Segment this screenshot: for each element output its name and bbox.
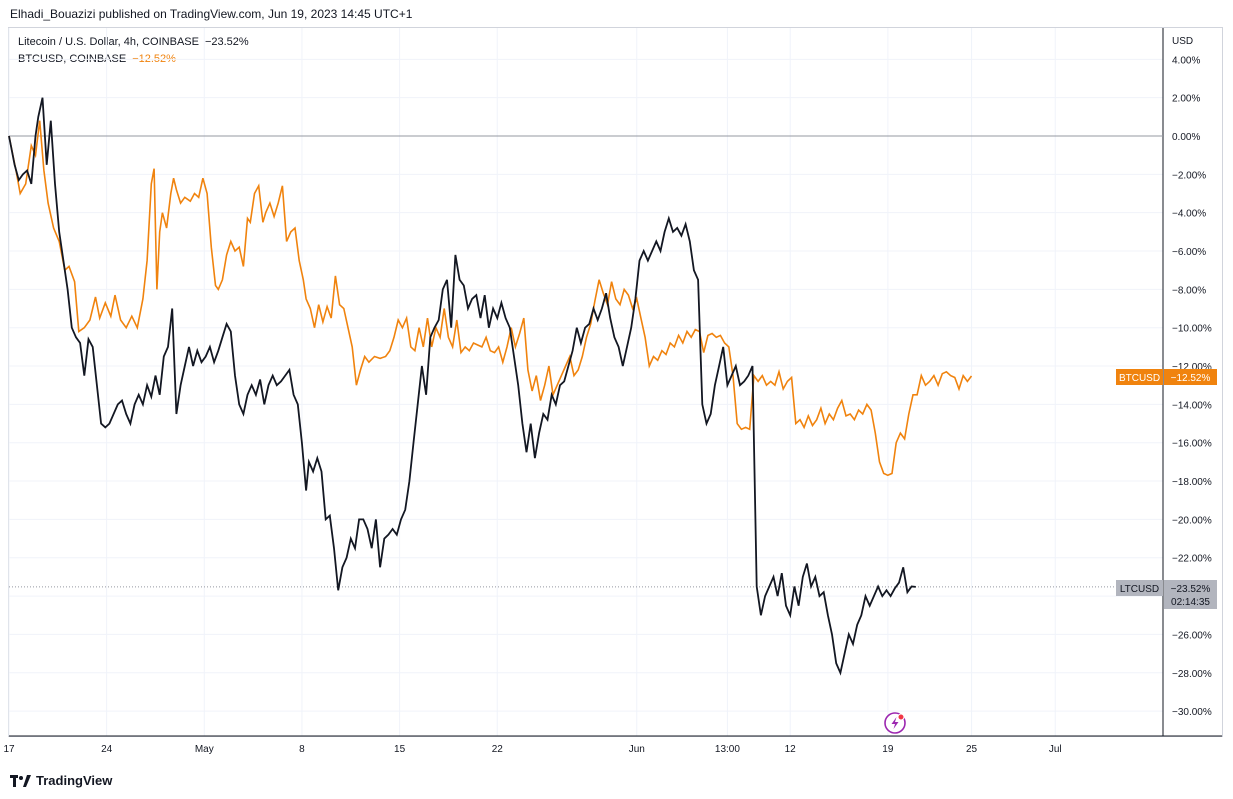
legend-ltc-label: Litecoin / U.S. Dollar, 4h, COINBASE xyxy=(18,36,199,48)
x-tick-label: 17 xyxy=(3,744,15,755)
tradingview-logo-icon xyxy=(10,774,31,787)
x-tick-label: 19 xyxy=(882,744,894,755)
chart-frame[interactable] xyxy=(8,27,1223,737)
legend-ltc-change: −23.52% xyxy=(204,36,249,48)
x-tick-label: May xyxy=(195,744,214,755)
legend-btc-label: BTCUSD, COINBASE xyxy=(18,53,127,65)
tradingview-brand-text: TradingView xyxy=(36,773,113,788)
x-tick-label: 13:00 xyxy=(715,744,740,755)
published-line: Elhadi_Bouazizi published on TradingView… xyxy=(10,7,413,21)
x-axis-labels: 17 24 May 8 15 22 Jun 13:00 12 19 25 Jul xyxy=(3,744,1061,755)
tradingview-brand[interactable]: TradingView xyxy=(10,773,112,788)
legend-ltc[interactable]: Litecoin / U.S. Dollar, 4h, COINBASE −23.… xyxy=(18,36,249,48)
legend-btc[interactable]: BTCUSD, COINBASE −12.52% xyxy=(18,53,176,65)
x-tick-label: 8 xyxy=(299,744,305,755)
legend-btc-change: −12.52% xyxy=(132,53,176,65)
x-tick-label: 25 xyxy=(966,744,978,755)
x-tick-label: 12 xyxy=(785,744,797,755)
x-tick-label: 15 xyxy=(394,744,406,755)
x-tick-label: 22 xyxy=(492,744,504,755)
x-tick-label: 24 xyxy=(101,744,113,755)
x-tick-label: Jun xyxy=(629,744,645,755)
x-tick-label: Jul xyxy=(1049,744,1062,755)
